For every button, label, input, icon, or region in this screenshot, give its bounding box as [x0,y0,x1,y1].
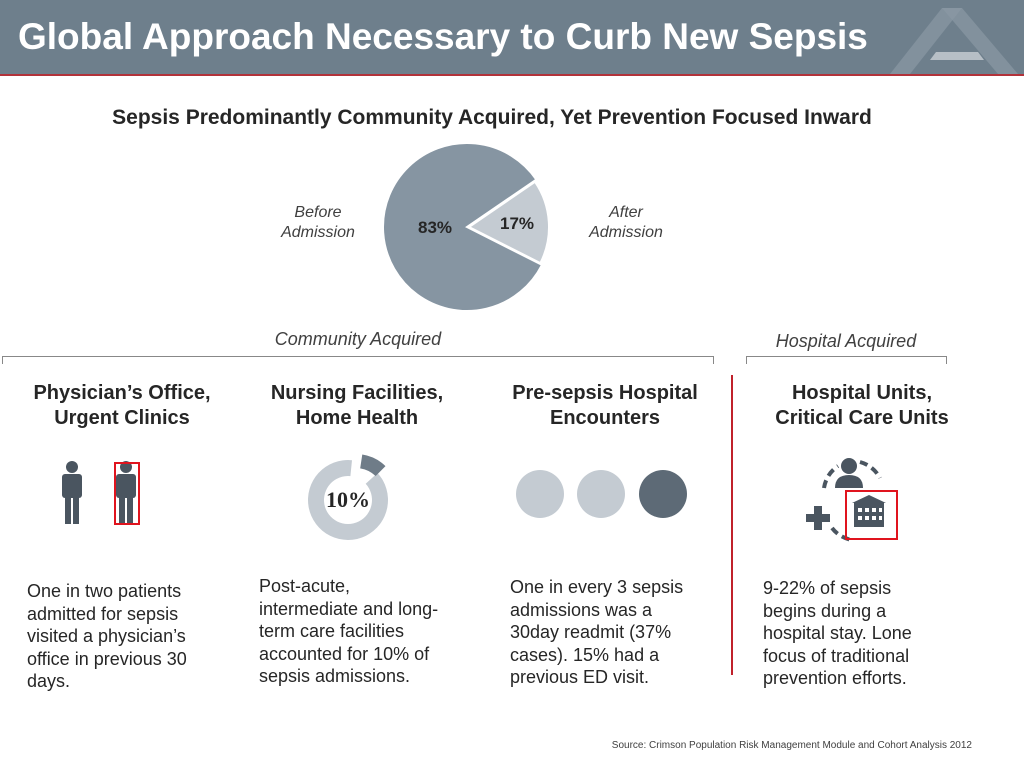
bracket-community [2,356,714,364]
column-text-nursing: Post-acute, intermediate and long- term … [259,576,439,686]
column-heading-nursing: Nursing Facilities, Home Health [270,382,444,429]
highlight-box-person [114,462,140,525]
column-text-pre-sepsis: One in every 3 sepsis admissions was a 3… [510,577,684,687]
column-heading-hospital-units: Hospital Units, Critical Care Units [775,382,949,429]
company-logo [890,8,1018,74]
person-icon [116,461,136,524]
bracket-hospital [746,356,947,364]
hospital-cycle-icon [806,458,886,542]
donut-icon: 10% [308,454,388,540]
pie-chart: 83% 17% [382,142,550,312]
chart-title: Sepsis Predominantly Community Acquired,… [112,106,872,129]
pie-slice-before-admission [382,142,544,312]
column-text-hospital-units: 9-22% of sepsis begins during a hospital… [763,578,912,688]
pie-legend-after: After Admission [589,204,663,241]
column-heading-physician: Physician’s Office, Urgent Clinics [33,382,211,429]
group-label-hospital: Hospital Acquired [775,331,917,351]
page-title: Global Approach Necessary to Curb New Se… [18,16,868,57]
group-label-community: Community Acquired [274,329,442,349]
title-bar: Global Approach Necessary to Curb New Se… [0,0,1024,74]
column-heading-pre-sepsis: Pre-sepsis Hospital Encounters [512,382,698,429]
highlight-box-hospital [845,490,898,540]
pie-legend-before: Before Admission [281,204,355,241]
column-text-physician: One in two patients admitted for sepsis … [27,581,187,691]
circles-icon [516,470,687,518]
pie-value-label-after: 17% [500,214,534,233]
header-underline [0,74,1024,76]
donut-slice-value [360,454,386,477]
person-icon [62,461,82,524]
section-divider [731,375,733,675]
pie-value-label-before: 83% [418,218,452,237]
donut-value-label: 10% [326,487,370,512]
donut-ring-remaining [308,460,388,540]
pie-slice-after-admission [467,180,550,265]
source-note: Source: Crimson Population Risk Manageme… [611,740,972,751]
